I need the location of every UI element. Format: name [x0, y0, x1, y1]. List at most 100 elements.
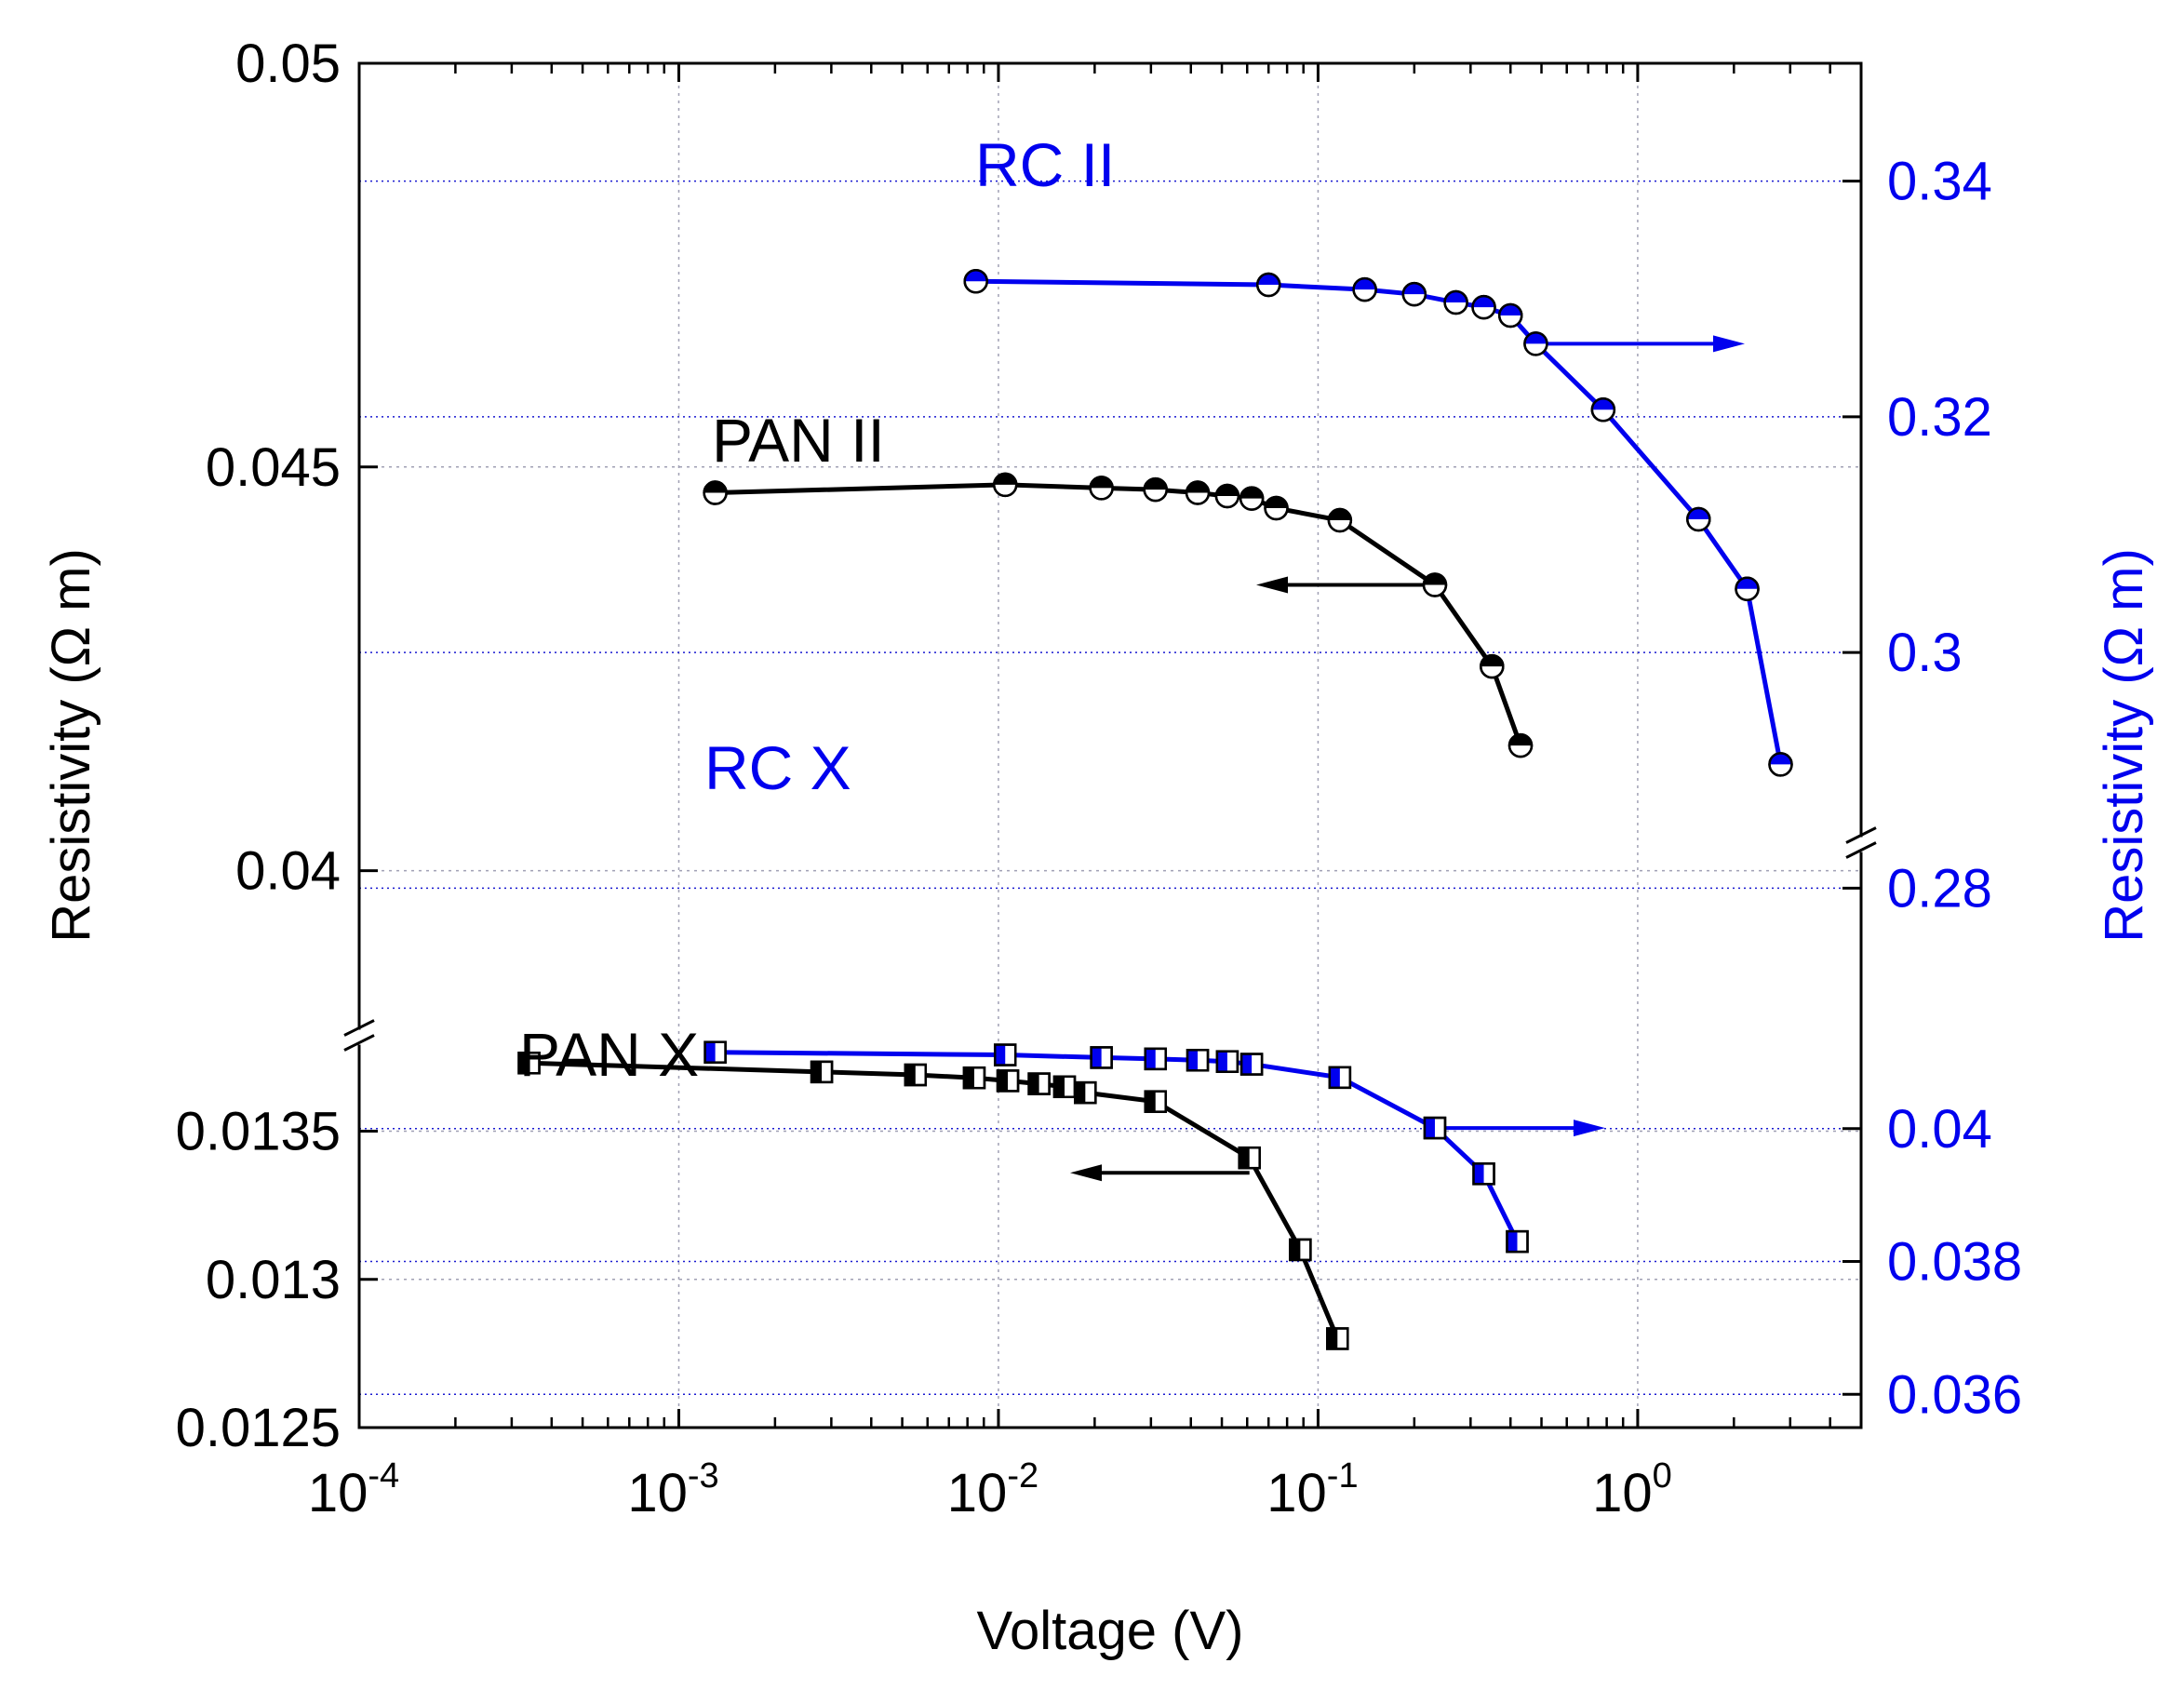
series-pan-ii: PAN II	[703, 406, 1534, 758]
series-label: PAN X	[519, 1020, 699, 1089]
y-left-tick-label: 0.05	[235, 34, 341, 94]
series-line	[715, 482, 1523, 746]
series-rc-ii: RC II	[963, 130, 1793, 777]
data-point-outline	[1497, 302, 1523, 329]
data-point-outline	[1768, 752, 1793, 777]
x-tick-label: 100	[1592, 1456, 1672, 1523]
data-point-outline	[1238, 1146, 1261, 1170]
data-point-outline	[1144, 1047, 1167, 1071]
data-point-fill	[1053, 1076, 1065, 1097]
data-point-outline	[1326, 1327, 1349, 1350]
plot-frame	[357, 61, 1863, 1429]
y-left-tick-label: 0.013	[206, 1250, 341, 1310]
data-point-outline	[1480, 653, 1505, 679]
y-left-tick-label: 0.0125	[176, 1398, 341, 1458]
right-axis-break-mark	[1845, 841, 1877, 859]
data-point-outline	[1239, 486, 1265, 511]
y-right-tick-label: 0.3	[1887, 623, 1963, 683]
data-point-fill	[518, 1053, 529, 1074]
x-tick-label: 10-1	[1266, 1456, 1358, 1523]
y-right-tick-label: 0.28	[1887, 858, 1992, 919]
data-point-fill	[1241, 1053, 1253, 1075]
data-point-outline	[1264, 495, 1289, 521]
data-point-outline	[1423, 1116, 1447, 1140]
data-point-outline	[1327, 507, 1353, 533]
data-point-outline	[1686, 506, 1711, 532]
left-axis-break-mark	[343, 1034, 375, 1052]
right-axis-break-mark	[1845, 826, 1877, 844]
series-line	[975, 278, 1783, 765]
data-point-outline	[1239, 1053, 1264, 1076]
data-point-outline	[1214, 483, 1240, 509]
data-point-outline	[703, 480, 728, 505]
x-axis-title: Voltage (V)	[977, 1601, 1244, 1661]
grid	[359, 63, 1861, 1428]
data-point-fill	[995, 1044, 1006, 1066]
data-point-outline	[963, 269, 988, 294]
data-point-outline	[993, 1043, 1017, 1066]
data-point-outline	[1352, 276, 1377, 302]
data-point-fill	[1145, 1091, 1156, 1112]
data-point-outline	[517, 1052, 541, 1075]
data-point-fill	[1187, 1050, 1199, 1071]
data-point-outline	[1472, 1162, 1495, 1186]
data-point-outline	[1401, 281, 1427, 307]
axis-arrow-head	[1256, 576, 1288, 594]
data-point-outline	[1735, 576, 1760, 601]
data-point-outline	[1471, 294, 1496, 320]
y-left-tick-label: 0.045	[206, 437, 341, 498]
data-point-outline	[904, 1063, 928, 1087]
series-label: RC II	[975, 130, 1115, 199]
axis-arrow-head	[1070, 1164, 1102, 1182]
data-point-outline	[1089, 476, 1114, 501]
left-axis-break-mark	[343, 1019, 375, 1037]
data-point-outline	[1144, 1090, 1167, 1113]
series-label: RC X	[704, 733, 851, 802]
right-axis-break-gap	[1846, 837, 1876, 852]
data-point-outline	[1255, 272, 1281, 298]
data-point-fill	[1424, 1118, 1435, 1139]
data-point-outline	[703, 1040, 727, 1064]
data-point-outline	[1027, 1072, 1051, 1095]
axis-arrow-head	[1713, 335, 1745, 353]
x-tick-label: 10-3	[627, 1456, 718, 1523]
y-right-tick-label: 0.038	[1887, 1232, 2022, 1293]
data-point-outline	[1090, 1046, 1113, 1069]
data-point-outline	[1443, 289, 1468, 315]
data-point-outline	[1506, 1229, 1529, 1254]
data-point-fill	[1145, 1048, 1156, 1069]
y-right-tick-label: 0.04	[1887, 1099, 1992, 1160]
y-right-tick-label: 0.036	[1887, 1364, 2022, 1425]
series-layer: RC II PAN II RC X PAN X	[517, 130, 1793, 1350]
y-right-tick-label: 0.34	[1887, 152, 1992, 212]
data-point-fill	[1091, 1047, 1102, 1068]
x-tick-label: 10-2	[947, 1456, 1038, 1523]
data-point-fill	[1473, 1163, 1484, 1185]
data-point-outline	[962, 1066, 986, 1090]
data-point-fill	[998, 1070, 1009, 1092]
data-point-fill	[1239, 1147, 1250, 1169]
y-left-tick-label: 0.04	[235, 841, 341, 902]
data-point-outline	[1074, 1080, 1097, 1105]
data-point-outline	[1289, 1238, 1312, 1262]
data-point-outline	[1507, 732, 1534, 758]
data-point-outline	[810, 1060, 834, 1084]
data-point-outline	[1186, 1049, 1210, 1072]
data-point-fill	[1329, 1066, 1340, 1088]
data-point-outline	[1523, 331, 1548, 356]
data-point-outline	[1215, 1050, 1239, 1073]
series-line	[529, 1060, 1340, 1340]
data-point-fill	[1216, 1051, 1227, 1072]
data-point-fill	[1290, 1239, 1301, 1260]
y-axis-title-right: Resistivity (Ω m)	[2094, 548, 2154, 943]
series-pan-x: PAN X	[517, 1020, 1349, 1350]
data-point-fill	[1327, 1328, 1338, 1349]
data-point-outline	[1422, 572, 1448, 597]
data-point-fill	[1507, 1231, 1518, 1253]
data-point-fill	[1075, 1082, 1086, 1104]
data-point-fill	[704, 1041, 716, 1063]
series-label: PAN II	[712, 406, 885, 475]
ticks: 10-4 10-3 10-2 10-1 100 0.05 0.045 0.04 0.0135 0.…	[176, 34, 2023, 1523]
x-tick-label: 10-4	[308, 1456, 399, 1523]
